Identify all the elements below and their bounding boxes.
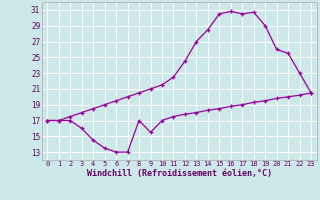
- X-axis label: Windchill (Refroidissement éolien,°C): Windchill (Refroidissement éolien,°C): [87, 169, 272, 178]
